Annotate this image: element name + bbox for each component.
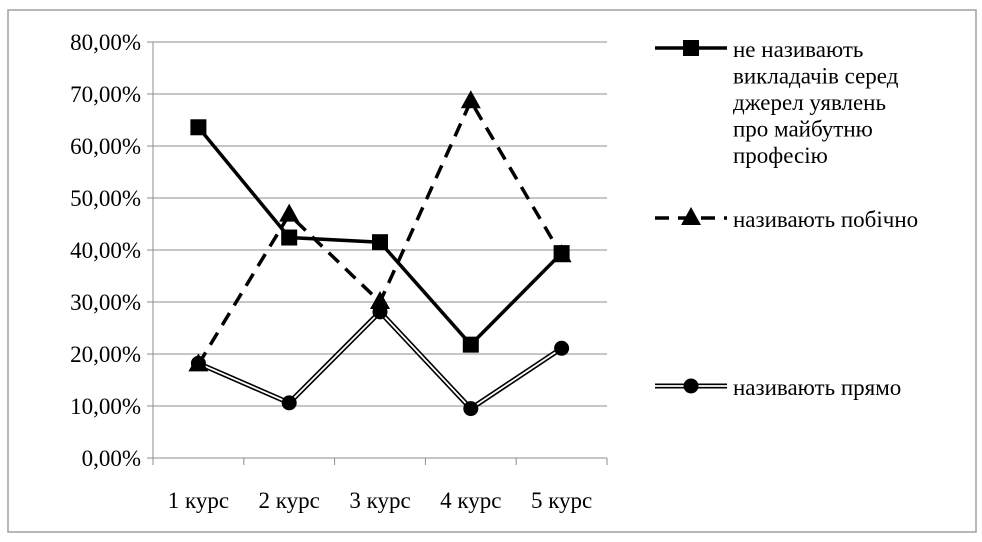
data-point-square: [553, 245, 570, 262]
data-point-triangle: [279, 203, 300, 222]
y-tick-label: 30,00%: [70, 290, 141, 315]
legend-item-circle: називають прямо: [655, 375, 901, 400]
gridlines: [153, 41, 607, 407]
legend-label: викладачів серед: [733, 64, 899, 89]
x-tick-label: 2 курс: [259, 488, 320, 513]
data-point-circle: [463, 401, 479, 417]
y-tick-label: 10,00%: [70, 394, 141, 419]
y-tick-label: 40,00%: [70, 238, 141, 263]
legend-marker-square: [683, 40, 699, 56]
data-point-circle: [554, 340, 570, 356]
legend-label: називають прямо: [733, 375, 901, 400]
data-point-triangle: [370, 291, 390, 309]
legend-marker-triangle: [681, 207, 701, 225]
legend-item-triangle: називають побічно: [655, 207, 918, 232]
legend-label: про майбутню: [733, 117, 873, 142]
data-point-circle: [281, 395, 297, 411]
x-tick-labels: 1 курс 2 курс 3 курс 4 курс 5 курс: [168, 488, 593, 513]
data-point-triangle: [188, 353, 209, 372]
x-tick-label: 1 курс: [168, 488, 229, 513]
y-tick-label: 50,00%: [70, 186, 141, 211]
y-tick-label: 0,00%: [82, 446, 141, 471]
y-tick-label: 20,00%: [70, 342, 141, 367]
legend-label: професію: [733, 143, 828, 168]
x-tick-label: 3 курс: [349, 488, 410, 513]
y-tick-label: 70,00%: [70, 82, 141, 107]
legend-label: не називають: [733, 37, 863, 62]
series-square: [190, 119, 570, 353]
y-tick-label: 60,00%: [70, 134, 141, 159]
legend-label: називають побічно: [733, 207, 918, 232]
axes: [147, 41, 608, 465]
data-point-square: [372, 234, 388, 251]
x-tick-label: 4 курс: [440, 488, 501, 513]
series: [188, 90, 572, 417]
data-point-triangle: [460, 90, 481, 109]
x-tick-label: 5 курс: [531, 488, 592, 513]
legend-label: джерел уявлень: [733, 90, 886, 115]
chart-frame: [7, 9, 977, 533]
y-tick-labels: 0,00% 10,00% 20,00% 30,00% 40,00% 50,00% 60,00…: [70, 30, 141, 471]
legend-marker-circle: [683, 378, 699, 394]
data-point-square: [281, 229, 298, 246]
y-tick-label: 80,00%: [70, 30, 141, 55]
data-point-square: [462, 336, 479, 353]
data-point-square: [190, 119, 207, 136]
